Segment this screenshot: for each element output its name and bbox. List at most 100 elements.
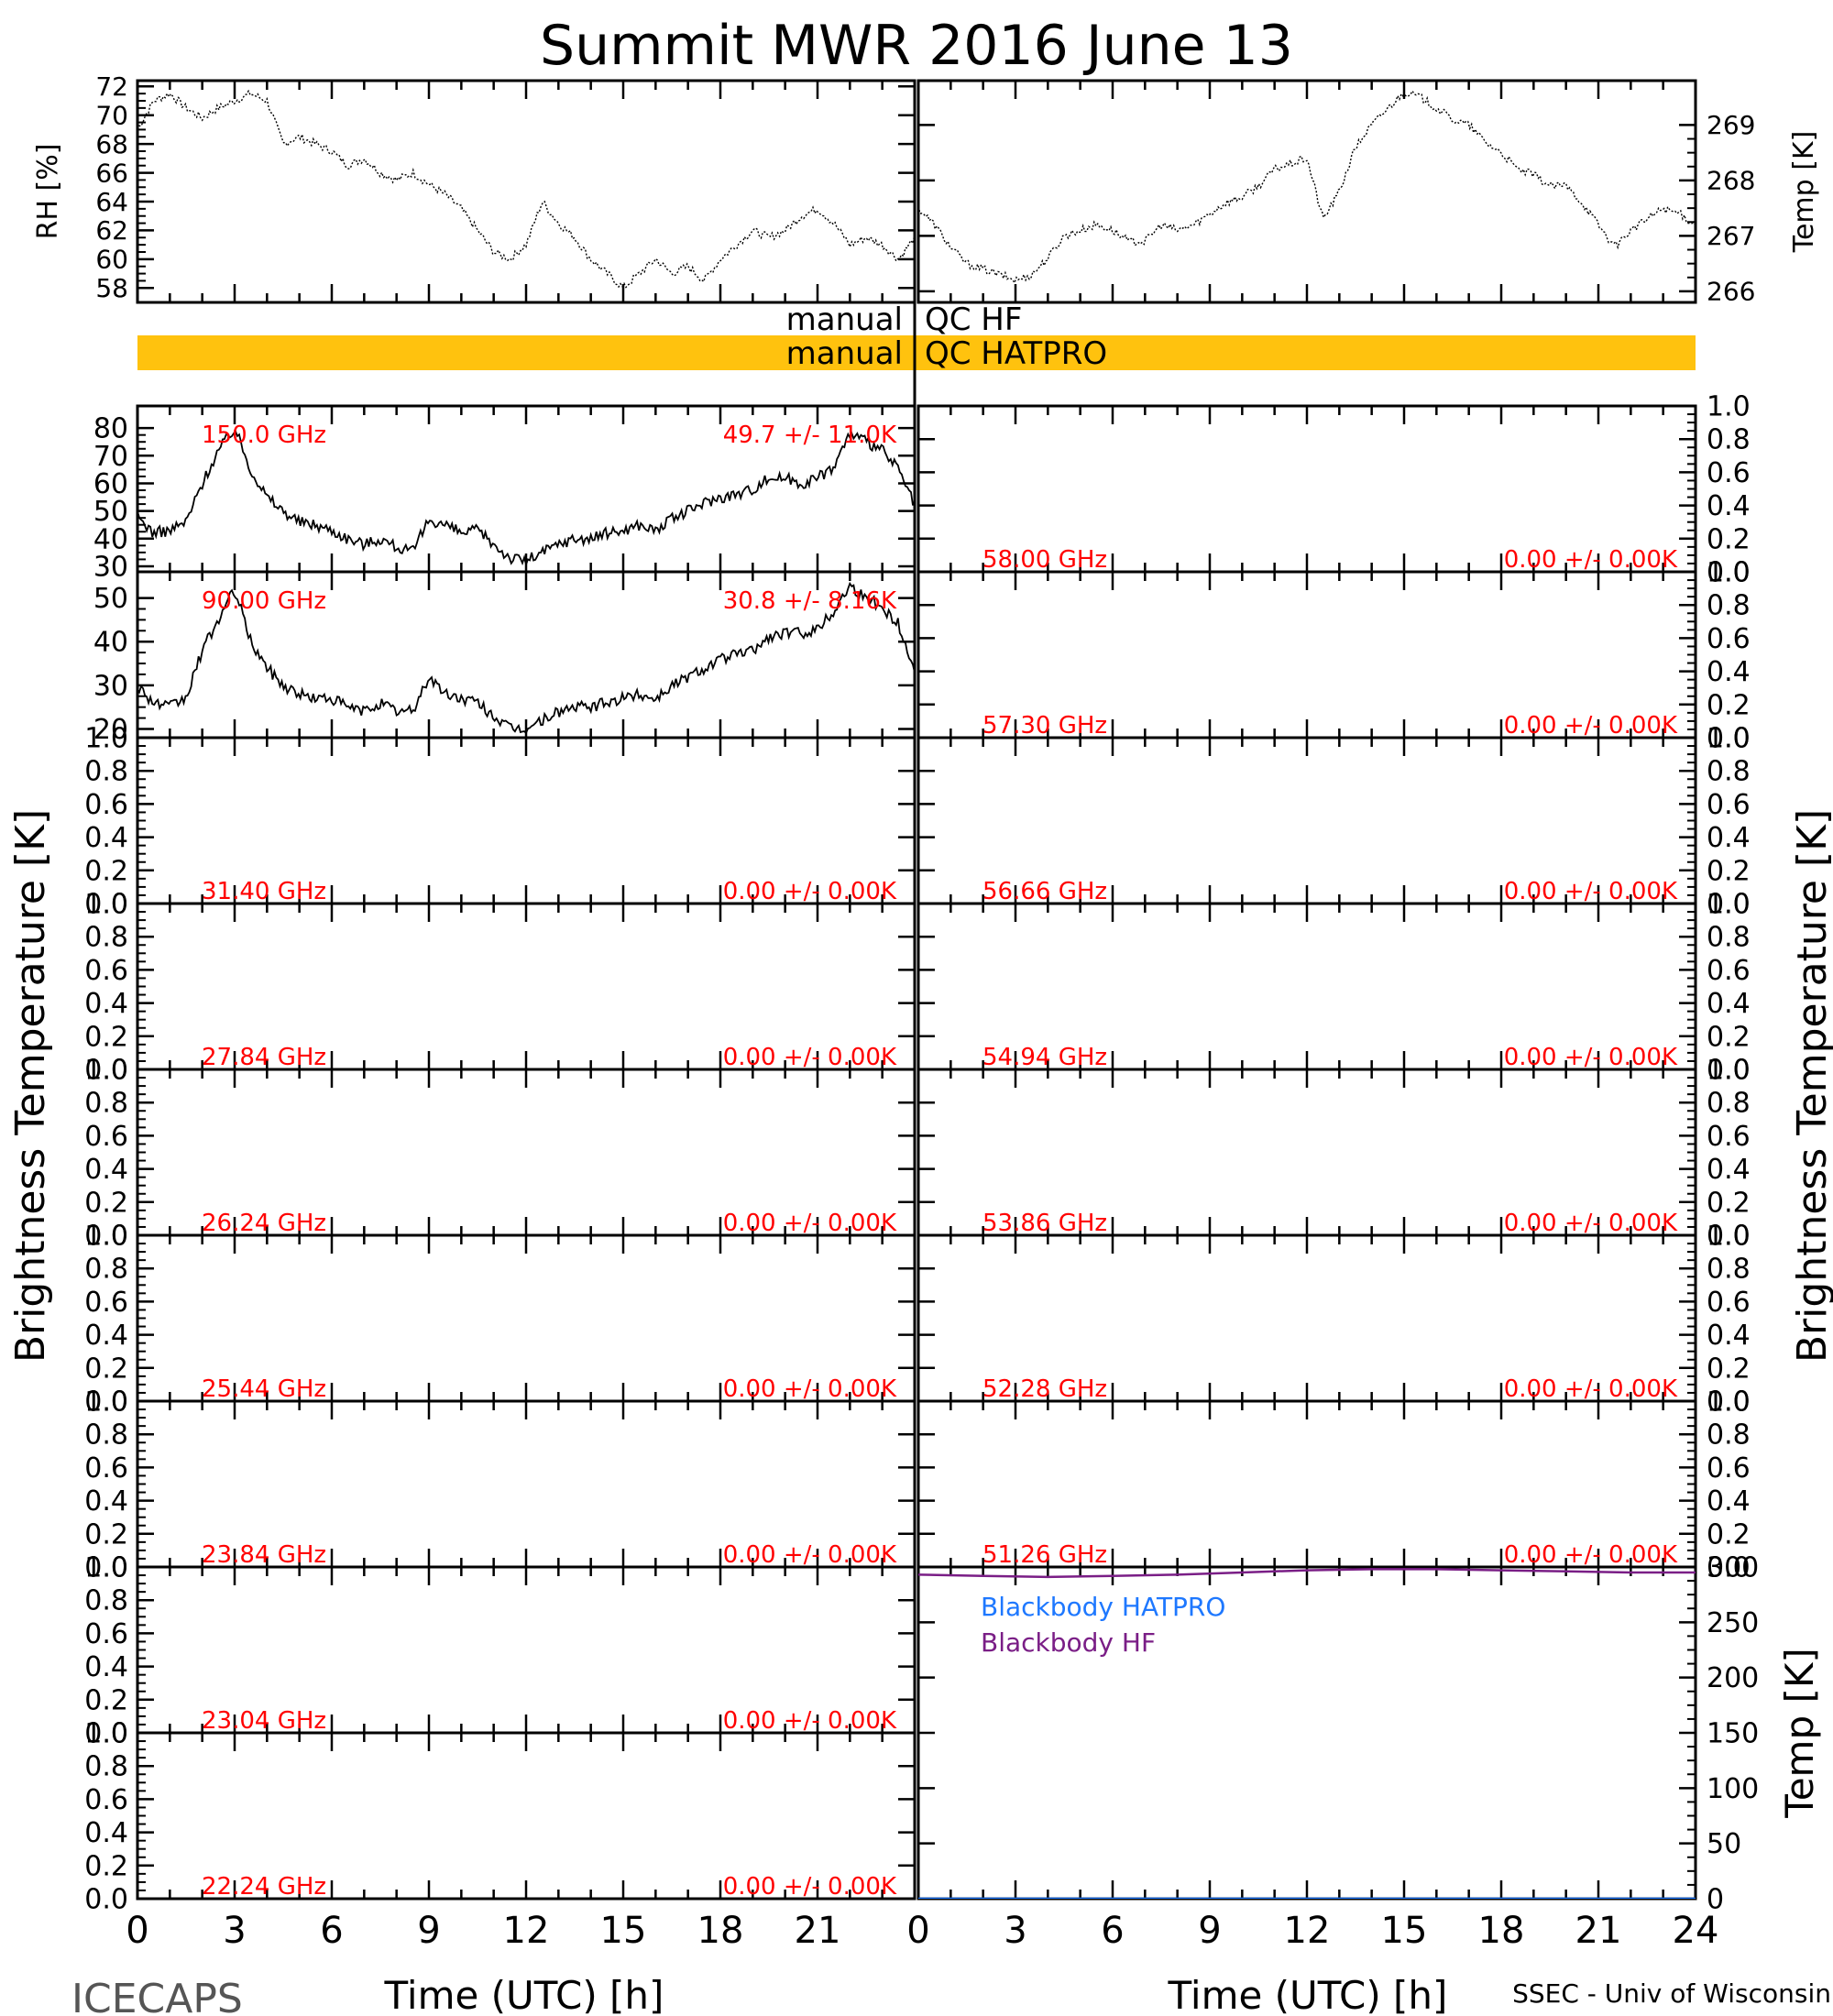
channel-freq-label: 52.28 GHz	[982, 1375, 1107, 1403]
y-tick-label: 0.2	[1707, 1187, 1751, 1219]
y-tick-label: 50	[93, 583, 128, 615]
channel-freq-label: 150.0 GHz	[202, 422, 326, 449]
y-tick-label: 0.8	[1707, 756, 1751, 788]
y-tick-label: 0.2	[84, 1684, 128, 1716]
channel-stats-label: 0.00 +/- 0.00K	[1504, 1210, 1678, 1237]
channel-freq-label: 57.30 GHz	[982, 712, 1107, 740]
y-tick-label: 266	[1707, 277, 1755, 307]
y-tick-label: 0.8	[1707, 1419, 1751, 1452]
y-tick-label: 150	[1707, 1718, 1759, 1750]
y-tick-label: 200	[1707, 1662, 1759, 1694]
y-tick-label: 0.4	[84, 1485, 128, 1517]
y-tick-label: 0.4	[84, 1320, 128, 1352]
y-tick-label: 64	[95, 187, 128, 217]
channel-freq-label: 53.86 GHz	[982, 1210, 1107, 1237]
y-tick-label: 0.0	[1707, 889, 1751, 921]
channel-freq-label: 31.40 GHz	[202, 878, 326, 905]
y-tick-label: 0.8	[84, 1088, 128, 1120]
channel-freq-label: 25.44 GHz	[202, 1375, 326, 1403]
panel-hatpro-5666: 0.00.20.40.60.81.056.66 GHz 0.00 +/- 0.00…	[916, 723, 1751, 921]
panel-blackbody: 0 50 100 150 200 250 300 Temp [K] 0 3 6 9 12 15 18 21 24	[906, 1552, 1822, 1953]
channel-stats-label: 49.7 +/- 11.0K	[723, 422, 897, 449]
y-tick-label: 0.6	[1707, 1452, 1751, 1485]
channel-stats-label: 0.00 +/- 0.00K	[1504, 1375, 1678, 1403]
y-tick-label: 0.2	[84, 1850, 128, 1882]
y-tick-label: 0.2	[1707, 1021, 1751, 1053]
y-tick-label: 0.8	[1707, 1088, 1751, 1120]
panel-hatpro-5494: 0.00.20.40.60.81.054.94 GHz 0.00 +/- 0.00…	[916, 889, 1751, 1087]
y-tick-label: 269	[1707, 110, 1755, 140]
x-tick-label: 9	[1198, 1910, 1221, 1952]
y-tick-label: 0.0	[84, 1386, 128, 1419]
qc-hatpro-label-left: manual	[786, 335, 903, 372]
y-tick-label: 0.0	[1707, 1055, 1751, 1087]
y-tick-label: 0.4	[1707, 822, 1751, 854]
y-tick-label: 1.0	[84, 1221, 128, 1253]
y-tick-label: 0.8	[84, 1254, 128, 1286]
channel-stats-label: 0.00 +/- 0.00K	[1504, 878, 1678, 905]
channel-freq-label: 23.04 GHz	[202, 1707, 326, 1735]
y-tick-label: 0.4	[84, 988, 128, 1020]
y-tick-label: 30	[93, 670, 128, 702]
x-tick-label: 3	[223, 1910, 246, 1952]
channel-stats-label: 0.00 +/- 0.00K	[723, 1210, 897, 1237]
y-tick-label: 0.0	[1707, 557, 1751, 589]
channel-stats-label: 0.00 +/- 0.00K	[723, 1707, 897, 1735]
panel-hatpro-2784: 0.00.20.40.60.81.027.84 GHz 0.00 +/- 0.00…	[84, 889, 916, 1087]
y-tick-label: 0.2	[84, 855, 128, 887]
x-tick-label: 12	[503, 1910, 550, 1952]
y-tick-label: 0.6	[84, 1452, 128, 1485]
y-tick-label: 0.6	[1707, 457, 1751, 489]
x-tick-label: 24	[1673, 1910, 1719, 1952]
channel-freq-label: 23.84 GHz	[202, 1541, 326, 1569]
y-tick-label: 0.2	[84, 1353, 128, 1385]
y-tick-label: 0.0	[84, 1884, 128, 1916]
y-tick-label: 1.0	[84, 1386, 128, 1419]
y-tick-label: 0.6	[84, 955, 128, 987]
y-tick-label: 58	[95, 273, 128, 303]
y-tick-label: 0.4	[1707, 490, 1751, 522]
series-line	[137, 581, 915, 735]
y-tick-label: 0.4	[84, 1651, 128, 1683]
panel-hatpro-5386: 0.00.20.40.60.81.053.86 GHz 0.00 +/- 0.00…	[916, 1055, 1751, 1253]
y-tick-label: 0.0	[84, 1055, 128, 1087]
y-tick-label: 0.6	[84, 1287, 128, 1319]
y-tick-label: 0.6	[1707, 955, 1751, 987]
series-line-bb-hf	[918, 1568, 1696, 1579]
series-line	[137, 430, 915, 568]
figure-title: Summit MWR 2016 June 13	[540, 14, 1293, 78]
panel-hatpro-3140: 0.00.20.40.60.81.031.40 GHz 0.00 +/- 0.00…	[84, 723, 916, 921]
y-tick-label: 1.0	[84, 889, 128, 921]
panel-met-temp: 266 267 268 269 Temp [K]	[916, 79, 1820, 307]
series-line	[137, 89, 915, 289]
channel-stats-label: 30.8 +/- 8.16K	[723, 587, 897, 615]
channel-stats-label: 0.00 +/- 0.00K	[723, 1541, 897, 1569]
y-tick-label: 1.0	[1707, 1055, 1751, 1087]
y-tick-label: 0.4	[1707, 1485, 1751, 1517]
x-tick-label: 21	[1575, 1910, 1622, 1952]
y-tick-label: 70	[95, 101, 128, 131]
qc-hatpro-bar	[137, 335, 1696, 370]
y-tick-label: 68	[95, 129, 128, 159]
channel-freq-label: 90.00 GHz	[202, 587, 326, 615]
qc-hf-label-left: manual	[786, 301, 903, 338]
y-tick-label: 50	[93, 496, 128, 528]
channel-freq-label: 26.24 GHz	[202, 1210, 326, 1237]
channel-freq-label: 54.94 GHz	[982, 1044, 1107, 1071]
y-tick-label: 0.2	[84, 1187, 128, 1219]
y-tick-label: 1.0	[1707, 391, 1751, 423]
right-xlabel: Time (UTC) [h]	[1168, 1973, 1448, 2016]
y-tick-label: 66	[95, 158, 128, 188]
y-tick-label: 0.8	[1707, 424, 1751, 456]
y-tick-label: 60	[93, 468, 128, 500]
y-tick-label: 0.0	[84, 1221, 128, 1253]
y-tick-label: 0.2	[1707, 523, 1751, 555]
y-tick-label: 0.6	[1707, 1121, 1751, 1153]
panel-hatpro-2624: 0.00.20.40.60.81.026.24 GHz 0.00 +/- 0.00…	[84, 1055, 916, 1253]
panel-frame	[136, 79, 916, 304]
y-tick-label: 0.8	[1707, 1254, 1751, 1286]
channel-freq-label: 58.00 GHz	[982, 546, 1107, 574]
channel-stats-label: 0.00 +/- 0.00K	[723, 1044, 897, 1071]
